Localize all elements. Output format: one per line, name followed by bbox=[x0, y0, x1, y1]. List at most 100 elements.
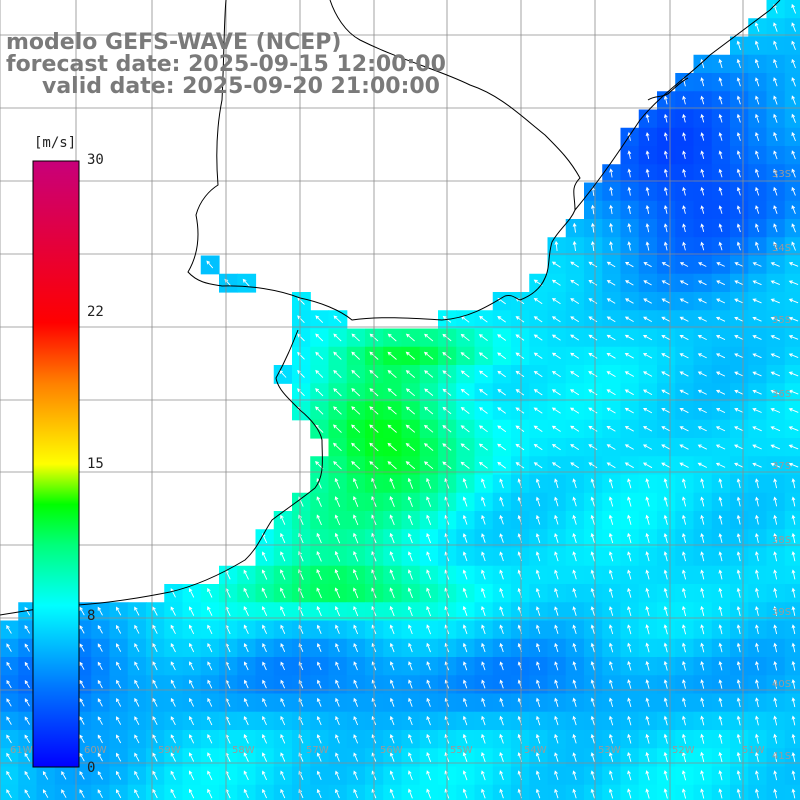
wind-arrow bbox=[755, 514, 759, 525]
wind-arrow bbox=[791, 150, 796, 160]
wind-arrow bbox=[697, 426, 707, 432]
wind-arrow bbox=[189, 679, 195, 689]
wind-speed-cell bbox=[784, 73, 800, 92]
wind-arrow bbox=[718, 661, 723, 671]
wind-arrow bbox=[262, 661, 267, 671]
wind-arrow bbox=[609, 204, 613, 215]
wind-arrow bbox=[700, 478, 705, 489]
wind-arrow bbox=[627, 496, 632, 507]
wind-arrow bbox=[788, 462, 799, 468]
wind-arrow bbox=[134, 606, 140, 616]
wind-arrow bbox=[681, 478, 687, 489]
wind-speed-cell bbox=[18, 784, 38, 800]
wind-arrow bbox=[554, 752, 559, 762]
wind-arrow bbox=[333, 315, 342, 324]
wind-arrow bbox=[752, 316, 762, 322]
wind-arrow bbox=[791, 496, 796, 507]
wind-arrow bbox=[770, 408, 781, 413]
wind-arrow bbox=[627, 168, 632, 178]
wind-arrow bbox=[682, 241, 686, 251]
wind-speed-cell bbox=[784, 693, 800, 713]
wind-arrow bbox=[152, 752, 158, 762]
lat-label: 40S bbox=[772, 679, 792, 690]
wind-arrow bbox=[791, 186, 796, 196]
wind-arrow bbox=[661, 389, 671, 395]
wind-arrow bbox=[718, 551, 723, 562]
wind-arrow bbox=[590, 679, 595, 689]
wind-arrow bbox=[681, 533, 687, 543]
wind-arrow bbox=[679, 353, 689, 359]
wind-arrow bbox=[280, 697, 286, 707]
wind-arrow bbox=[718, 205, 723, 214]
wind-arrow bbox=[791, 478, 796, 489]
wind-arrow bbox=[791, 532, 796, 544]
wind-arrow bbox=[515, 425, 525, 432]
wind-arrow bbox=[335, 679, 340, 689]
wind-arrow bbox=[627, 587, 632, 598]
wind-arrow bbox=[116, 624, 122, 634]
wind-arrow bbox=[755, 478, 759, 489]
wind-arrow bbox=[6, 698, 12, 707]
wind-arrow bbox=[679, 335, 689, 341]
wind-arrow bbox=[624, 298, 634, 304]
wind-arrow bbox=[663, 241, 668, 251]
wind-arrow bbox=[700, 150, 705, 160]
wind-arrow bbox=[499, 606, 504, 616]
wind-arrow bbox=[736, 642, 741, 653]
wind-arrow bbox=[533, 425, 543, 432]
wind-speed-cell bbox=[784, 529, 800, 549]
wind-arrow bbox=[755, 624, 759, 635]
wind-arrow bbox=[715, 389, 726, 395]
wind-arrow bbox=[188, 734, 195, 744]
wind-arrow bbox=[554, 240, 559, 251]
wind-arrow bbox=[681, 496, 687, 507]
wind-arrow bbox=[572, 715, 577, 726]
lon-label: 53W bbox=[598, 745, 621, 756]
wind-arrow bbox=[572, 624, 577, 635]
wind-arrow bbox=[661, 371, 671, 377]
wind-arrow bbox=[551, 261, 561, 268]
wind-arrow bbox=[773, 205, 778, 214]
wind-arrow bbox=[606, 298, 616, 304]
wind-arrow bbox=[24, 643, 30, 652]
wind-arrow bbox=[24, 734, 30, 744]
wind-arrow bbox=[681, 733, 687, 744]
wind-arrow bbox=[645, 186, 650, 196]
wind-arrow bbox=[462, 569, 468, 580]
wind-arrow bbox=[624, 371, 635, 377]
wind-arrow bbox=[335, 734, 340, 744]
wind-speed-cell bbox=[328, 784, 348, 800]
wind-arrow bbox=[389, 661, 395, 671]
wind-arrow bbox=[462, 624, 468, 635]
wind-arrow bbox=[24, 770, 31, 780]
wind-arrow bbox=[533, 352, 543, 359]
wind-arrow bbox=[535, 606, 541, 616]
wind-arrow bbox=[608, 569, 614, 580]
wind-arrow bbox=[189, 715, 195, 726]
wind-arrow bbox=[262, 715, 267, 726]
wind-arrow bbox=[627, 733, 632, 744]
wind-arrow bbox=[663, 95, 668, 105]
wind-arrow bbox=[754, 77, 760, 87]
wind-arrow bbox=[79, 606, 85, 616]
wind-speed-cell bbox=[784, 182, 800, 202]
wind-arrow bbox=[387, 388, 397, 397]
wind-arrow bbox=[551, 352, 561, 359]
wind-arrow bbox=[642, 407, 653, 414]
wind-arrow bbox=[681, 569, 687, 580]
wind-arrow bbox=[481, 569, 486, 580]
wind-arrow bbox=[606, 353, 616, 359]
wind-arrow bbox=[608, 496, 614, 507]
wind-arrow bbox=[554, 770, 559, 781]
wind-arrow bbox=[736, 150, 741, 160]
wind-arrow bbox=[682, 186, 686, 196]
wind-arrow bbox=[700, 514, 705, 525]
lat-label: 33S bbox=[772, 169, 792, 180]
wind-arrow bbox=[24, 789, 31, 799]
wind-arrow bbox=[718, 679, 723, 689]
wind-arrow bbox=[426, 788, 432, 799]
wind-arrow bbox=[243, 788, 249, 799]
wind-arrow bbox=[624, 353, 634, 359]
wind-arrow bbox=[663, 478, 668, 489]
wind-speed-cell bbox=[584, 784, 603, 800]
